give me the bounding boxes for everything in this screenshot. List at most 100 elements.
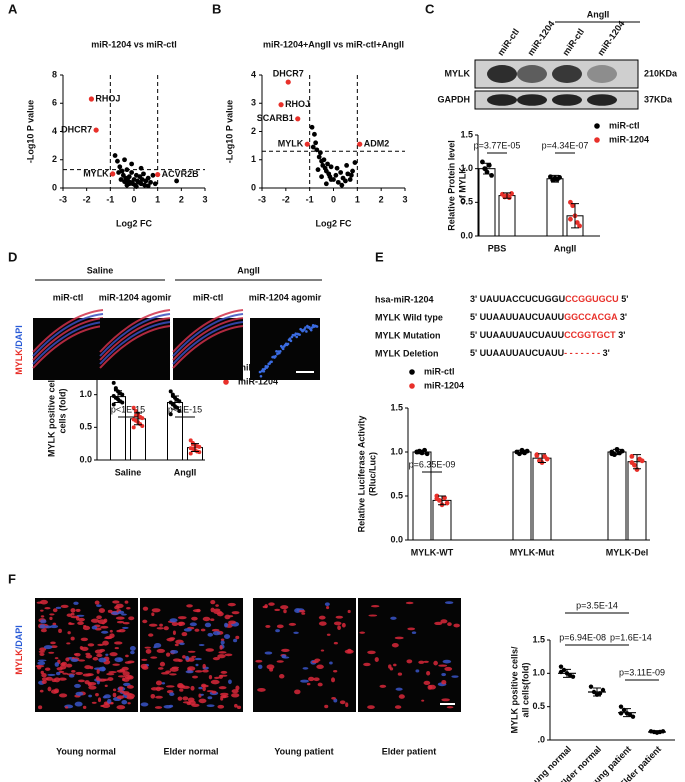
cell [169, 637, 176, 640]
cell [85, 673, 94, 677]
cell [174, 643, 179, 647]
chart-title: miR-1204 vs miR-ctl [91, 39, 177, 49]
cell [274, 608, 281, 612]
cell [210, 618, 215, 622]
cell [294, 608, 301, 614]
x-tick-label: PBS [488, 243, 507, 253]
cell [112, 663, 120, 666]
point-label: RHOJ [95, 93, 120, 103]
cell [187, 666, 196, 671]
cell [80, 646, 89, 651]
cell [281, 648, 290, 652]
cell [186, 604, 193, 608]
cell [89, 666, 94, 670]
sequence-part: CCGGUGCU [565, 294, 619, 304]
tissue-band [99, 325, 171, 369]
cell [140, 702, 149, 707]
cell [234, 703, 238, 708]
cell [62, 672, 69, 675]
cell [141, 658, 148, 662]
cell [318, 621, 327, 626]
cell [423, 660, 429, 663]
legend-marker [409, 383, 415, 389]
cell [194, 657, 202, 661]
data-point [434, 496, 440, 502]
data-point [609, 451, 615, 457]
point [344, 163, 350, 168]
point [328, 177, 334, 182]
data-point [168, 412, 173, 417]
group-label: AngII [587, 9, 610, 19]
cell [98, 678, 107, 682]
cell [194, 628, 200, 632]
lane-label: miR-ctl [560, 27, 586, 58]
point [313, 140, 319, 146]
point [126, 174, 132, 180]
cell [150, 693, 156, 699]
cell [155, 680, 163, 686]
p-value: p=6.35E-09 [409, 459, 456, 469]
sequence-part: CCGGTGCT [564, 330, 616, 340]
data-point [568, 216, 573, 222]
error-bar [114, 390, 122, 404]
cell [61, 661, 67, 666]
bar [512, 451, 532, 541]
point [115, 158, 120, 164]
x-axis-label: Log2 FC [116, 218, 152, 228]
y-tick-label: 1.5 [460, 129, 473, 139]
cell [155, 695, 163, 699]
lane-label: miR-ctl [495, 27, 521, 58]
cell [90, 618, 100, 623]
blot-band [552, 94, 582, 106]
cell [264, 651, 273, 655]
cell [335, 615, 344, 619]
sequence-part: 5' [470, 312, 477, 322]
cell [82, 705, 87, 709]
point [339, 182, 345, 188]
point [334, 165, 340, 171]
cell [67, 631, 71, 635]
cell [108, 671, 117, 674]
cell [58, 628, 62, 633]
sequence-part: GGCCACGA [564, 312, 618, 322]
cell [116, 695, 125, 700]
tissue-band [32, 321, 104, 365]
cell [337, 625, 341, 630]
cell [451, 675, 459, 678]
cell [121, 691, 130, 695]
cell [433, 660, 438, 666]
cell [74, 683, 81, 688]
cell [156, 648, 166, 653]
cell [215, 604, 219, 607]
cell [202, 616, 211, 622]
stain-part: /DAPI [14, 625, 24, 649]
data-point [600, 687, 606, 693]
data-point [506, 195, 512, 201]
cell [265, 624, 271, 628]
cell [224, 622, 229, 628]
x-tick-label: 0 [331, 194, 336, 204]
cell [177, 659, 183, 663]
cell [122, 682, 131, 687]
sequence-part: 5' [470, 348, 477, 358]
cell [96, 653, 103, 658]
cell [107, 609, 113, 613]
point [350, 168, 355, 174]
data-point [544, 456, 550, 462]
cell [172, 630, 176, 636]
cell [208, 674, 213, 680]
cell [204, 622, 212, 628]
panel-label: A [8, 1, 18, 16]
cell [65, 663, 73, 668]
x-tick-label: -3 [59, 194, 67, 204]
cell [177, 696, 183, 701]
point-label: RHOJ [285, 99, 310, 109]
panel-label: F [8, 571, 16, 586]
cell [100, 704, 105, 707]
data-point [133, 409, 138, 413]
cell [112, 692, 117, 698]
point-label: DHCR7 [273, 68, 304, 78]
panel-label: C [425, 1, 435, 16]
cell [236, 705, 242, 709]
cell [411, 631, 417, 634]
